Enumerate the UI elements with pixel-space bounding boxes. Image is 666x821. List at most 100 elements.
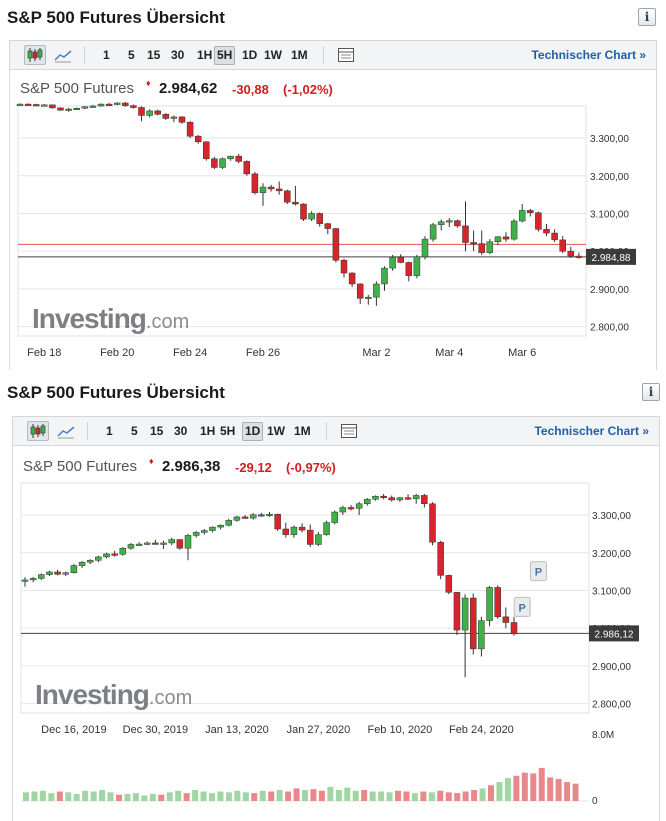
candle xyxy=(73,107,80,111)
candle xyxy=(405,261,413,282)
x-tick-label: Mar 4 xyxy=(435,347,463,359)
candle xyxy=(227,155,234,161)
candle xyxy=(81,106,89,110)
event-marker[interactable]: P xyxy=(513,596,531,617)
y-tick-label: 3.100,00 xyxy=(590,209,629,220)
candle xyxy=(86,559,94,565)
candle xyxy=(152,539,159,545)
candle xyxy=(103,552,110,559)
x-tick-label: Dec 16, 2019 xyxy=(41,724,106,736)
volume-bar xyxy=(403,791,410,801)
settings-panel-icon[interactable] xyxy=(335,45,357,65)
timeframe-30[interactable]: 30 xyxy=(174,424,188,438)
candle xyxy=(89,104,97,108)
price-down-icon: ♦ xyxy=(146,78,151,88)
quote-bar: S&P 500 Futures ♦ 2.986,38 -29,12 (-0,97… xyxy=(0,456,666,486)
candle xyxy=(421,236,429,260)
technical-chart-link[interactable]: Technischer Chart » xyxy=(534,424,649,438)
area-chart-icon[interactable] xyxy=(52,45,74,65)
area-chart-icon[interactable] xyxy=(55,421,77,441)
timeframe-1d[interactable]: 1D xyxy=(242,48,258,62)
candlestick-chart-icon[interactable] xyxy=(24,45,46,65)
candle xyxy=(186,121,194,139)
candle xyxy=(486,239,494,255)
timeframe-1h[interactable]: 1H xyxy=(200,424,216,438)
timeframe-30[interactable]: 30 xyxy=(171,48,185,62)
candle xyxy=(551,229,558,243)
candle xyxy=(138,106,145,122)
settings-panel-icon[interactable] xyxy=(338,421,360,441)
candlestick-chart-icon[interactable] xyxy=(27,421,49,441)
timeframe-1[interactable]: 1 xyxy=(106,424,113,438)
volume-bar xyxy=(116,794,122,801)
timeframe-1w[interactable]: 1W xyxy=(264,48,282,62)
timeframe-5[interactable]: 5 xyxy=(128,48,135,62)
candle xyxy=(543,224,550,237)
price-chart-5h[interactable]: 3.300,003.200,003.100,003.000,002.900,00… xyxy=(0,0,666,372)
technical-chart-link[interactable]: Technischer Chart » xyxy=(531,48,646,62)
candle xyxy=(518,204,526,223)
timeframe-1m[interactable]: 1M xyxy=(291,48,308,62)
candle xyxy=(209,526,216,533)
candle xyxy=(258,512,265,517)
volume-bar xyxy=(504,778,511,801)
candle xyxy=(389,254,396,271)
y-tick-label: 3.300,00 xyxy=(592,511,631,522)
candle xyxy=(211,156,218,169)
timeframe-1m[interactable]: 1M xyxy=(294,424,311,438)
price-chart-1d[interactable]: 3.300,003.200,003.100,003.000,002.900,00… xyxy=(0,376,666,821)
candle xyxy=(559,236,566,254)
candle xyxy=(445,574,453,595)
event-marker[interactable]: P xyxy=(529,561,547,582)
timeframe-5h[interactable]: 5H xyxy=(220,424,236,438)
volume-bar xyxy=(158,794,165,801)
volume-bar xyxy=(183,793,190,801)
volume-bar xyxy=(48,793,55,801)
volume-bar xyxy=(488,785,494,801)
candle xyxy=(122,102,129,107)
candle xyxy=(308,211,315,221)
x-tick-label: Feb 24 xyxy=(173,347,207,359)
timeframe-15[interactable]: 15 xyxy=(150,424,164,438)
volume-bar xyxy=(411,793,418,801)
volume-bar xyxy=(302,789,308,801)
candle xyxy=(486,585,493,627)
timeframe-5[interactable]: 5 xyxy=(131,424,138,438)
timeframe-1d[interactable]: 1D xyxy=(242,422,264,441)
svg-text:2.984,88: 2.984,88 xyxy=(592,253,631,264)
volume-bar xyxy=(107,792,114,801)
info-icon[interactable]: i xyxy=(638,8,656,26)
candle xyxy=(233,515,241,522)
info-icon[interactable]: i xyxy=(642,383,660,401)
volume-bar xyxy=(420,791,427,801)
candle xyxy=(241,515,249,519)
candle xyxy=(178,116,186,124)
candle xyxy=(437,219,445,231)
candle xyxy=(170,115,178,123)
candle xyxy=(494,236,502,245)
candle xyxy=(290,525,298,538)
price-change: -29,12 xyxy=(235,460,272,475)
timeframe-5h[interactable]: 5H xyxy=(214,46,236,65)
candle xyxy=(284,189,291,205)
timeframe-1[interactable]: 1 xyxy=(103,48,110,62)
volume-bar xyxy=(225,792,232,801)
price-change-percent: (-0,97%) xyxy=(286,460,336,475)
investing-watermark: Investing.com xyxy=(35,679,192,710)
timeframe-1h[interactable]: 1H xyxy=(197,48,213,62)
volume-bar xyxy=(462,791,469,801)
candle xyxy=(95,555,102,563)
volume-bar xyxy=(132,793,139,801)
timeframe-15[interactable]: 15 xyxy=(147,48,161,62)
volume-max-label: 8.0M xyxy=(592,730,614,741)
widget-1d: S&P 500 Futures Übersicht i 1 5 15 30 1H 5H 1D… xyxy=(0,376,666,821)
candle xyxy=(160,540,167,549)
candle xyxy=(146,109,153,118)
instrument-name: S&P 500 Futures xyxy=(23,458,137,475)
timeframe-1w[interactable]: 1W xyxy=(267,424,285,438)
candle xyxy=(113,102,121,106)
candle xyxy=(97,103,105,107)
investing-watermark: Investing.com xyxy=(32,303,189,334)
candle xyxy=(453,591,461,635)
chart-toolbar: 1 5 15 30 1H 5H 1D 1W 1M Technischer Chart » xyxy=(12,416,660,446)
